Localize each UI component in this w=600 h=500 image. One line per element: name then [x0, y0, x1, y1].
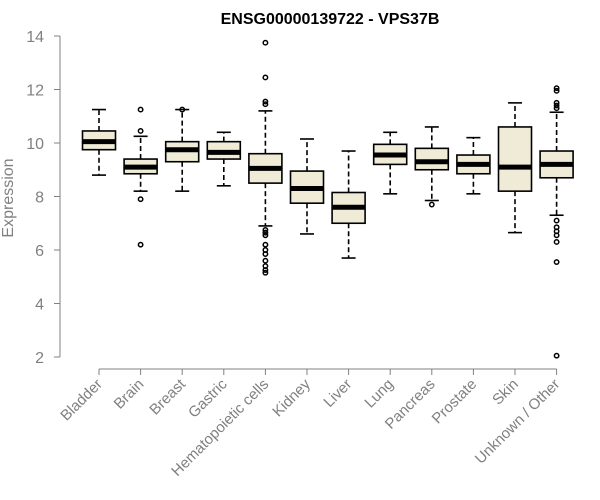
- outlier-point: [553, 87, 560, 94]
- box-4: [248, 39, 283, 276]
- outlier-point: [137, 106, 144, 113]
- outlier-point: [262, 98, 269, 105]
- iqr-box: [414, 147, 450, 171]
- outlier-point: [262, 226, 269, 233]
- outlier-point: [137, 128, 144, 134]
- y-tick-label: 12: [26, 83, 44, 100]
- outlier-point: [262, 74, 269, 81]
- outlier-point: [262, 241, 269, 248]
- iqr-box: [497, 126, 533, 192]
- outlier-point: [553, 259, 560, 265]
- x-tick-label: Prostate: [429, 376, 481, 428]
- box-8: [414, 126, 450, 208]
- x-tick-label: Breast: [146, 375, 189, 418]
- x-tick-label: Liver: [320, 376, 355, 411]
- y-tick-label: 4: [35, 297, 44, 314]
- box-7: [372, 131, 408, 195]
- x-tick-label: Bladder: [57, 376, 106, 425]
- outlier-point: [262, 251, 269, 257]
- y-tick-label: 10: [26, 136, 44, 153]
- outlier-point: [553, 217, 560, 224]
- box-6: [331, 150, 366, 259]
- outlier-point: [553, 102, 560, 109]
- box-2: [164, 106, 200, 192]
- box-3: [206, 131, 242, 187]
- box-9: [456, 136, 491, 195]
- outlier-point: [137, 196, 144, 203]
- outlier-point: [553, 352, 560, 359]
- outlier-point: [262, 229, 269, 236]
- boxes: [81, 39, 574, 359]
- box-10: [497, 102, 533, 234]
- y-tick-label: 6: [35, 243, 44, 260]
- box-5: [289, 138, 325, 235]
- outlier-point: [428, 201, 435, 208]
- outlier-point: [262, 269, 269, 276]
- outlier-point: [137, 241, 144, 248]
- outlier-point: [553, 85, 560, 92]
- y-tick-label: 8: [35, 190, 44, 207]
- outlier-point: [262, 101, 269, 108]
- outlier-point: [179, 106, 186, 113]
- outlier-point: [262, 39, 269, 46]
- x-tick-label: Skin: [489, 376, 522, 409]
- outlier-point: [262, 232, 269, 239]
- chart-title: ENSG00000139722 - VPS37B: [221, 11, 440, 28]
- outlier-point: [553, 99, 560, 106]
- outlier-point: [553, 239, 560, 245]
- y-tick-label: 14: [26, 29, 44, 46]
- box-11: [539, 85, 574, 359]
- outlier-point: [553, 232, 560, 239]
- y-tick-label: 2: [35, 350, 44, 367]
- x-tick-label: Brain: [111, 376, 148, 413]
- outlier-point: [262, 267, 269, 274]
- outlier-point: [262, 257, 269, 264]
- x-tick-label: Kidney: [269, 375, 314, 420]
- x-tick-label: Lung: [361, 376, 397, 412]
- y-axis-label: Expression: [0, 158, 17, 237]
- outlier-point: [553, 105, 560, 112]
- box-0: [81, 108, 117, 176]
- box-1: [123, 106, 158, 248]
